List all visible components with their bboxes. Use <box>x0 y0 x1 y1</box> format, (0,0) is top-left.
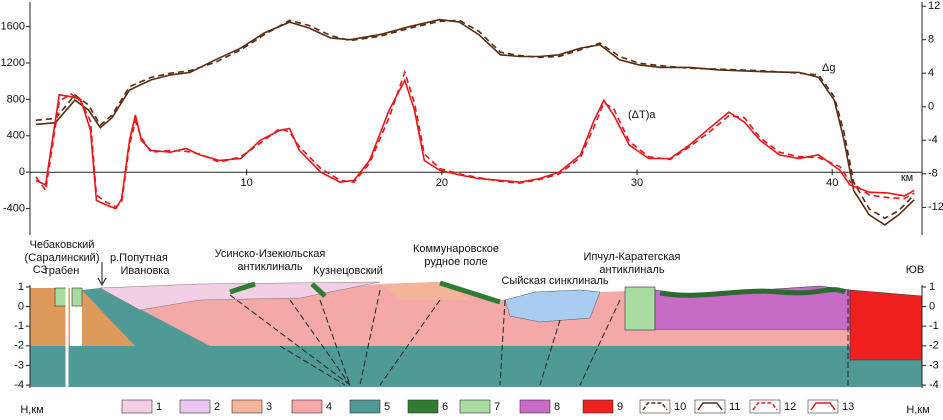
legend-label: 1 <box>156 401 162 413</box>
depth-label: Н,км <box>20 404 43 416</box>
legend-swatch <box>807 399 839 414</box>
structure-label: антиклиналь <box>599 264 664 276</box>
legend-swatch <box>694 399 726 414</box>
legend-label: 4 <box>326 401 332 413</box>
legend-label: 10 <box>674 401 686 413</box>
y2-tick-label: -4 <box>928 134 938 146</box>
layer-7b <box>54 287 68 307</box>
structure-label: Сыйская синклиналь <box>501 275 609 287</box>
legend-label: 5 <box>384 401 390 413</box>
layer-7a <box>624 286 656 331</box>
legend-swatch <box>407 399 439 414</box>
depth-tick-label: -1 <box>14 320 24 332</box>
layer-1 <box>99 281 381 311</box>
depth-tick-label: 1 <box>18 281 24 293</box>
legend-swatch <box>519 399 551 414</box>
curve-label: Δg <box>822 62 835 74</box>
x-tick-label: 40 <box>826 177 838 189</box>
layer-6a <box>659 287 847 298</box>
depth-tick-label: -3 <box>929 359 939 371</box>
legend-swatch <box>179 399 211 414</box>
legend-symbol <box>642 402 668 411</box>
legend-swatch <box>291 399 323 414</box>
fault-zone <box>82 288 210 346</box>
depth-label: Н,км <box>906 404 929 416</box>
y-tick-label: 1200 <box>1 57 25 69</box>
depth-tick-label: -2 <box>14 340 24 352</box>
legend-swatch <box>231 399 263 414</box>
legend-label: 12 <box>784 401 796 413</box>
structure-label: р.Попутная <box>110 252 168 264</box>
depth-tick-label: 1 <box>929 281 935 293</box>
section-body <box>29 262 923 388</box>
legend-label: 8 <box>554 401 560 413</box>
y-tick-label: 800 <box>7 93 25 105</box>
y-tick-label: 1600 <box>1 20 25 32</box>
depth-tick-label: 0 <box>18 300 24 312</box>
x-tick-label: 20 <box>436 177 448 189</box>
legend-label: 6 <box>442 401 448 413</box>
y2-tick-label: -12 <box>928 201 943 213</box>
depth-tick-label: 0 <box>929 300 935 312</box>
depth-tick-label: -1 <box>929 320 939 332</box>
legend-swatch <box>749 399 781 414</box>
y-tick-label: -400 <box>3 203 25 215</box>
compass-left: СЗ <box>33 264 48 276</box>
legend-label: 3 <box>266 401 272 413</box>
legend-swatch <box>582 399 614 414</box>
y-tick-label: 400 <box>7 130 25 142</box>
x-tick-label: 30 <box>631 177 643 189</box>
faults <box>229 289 849 386</box>
layer-5 <box>30 346 922 387</box>
legend-label: 13 <box>842 401 854 413</box>
structure-label: рудное поле <box>424 256 487 268</box>
structure-label: Усинско-Изекюльская <box>215 248 326 260</box>
y-tick-label: 0 <box>19 166 25 178</box>
curve-label: (ΔT)a <box>628 109 656 121</box>
structure-label: (Саралинский) <box>25 252 100 264</box>
legend-label: 2 <box>214 401 220 413</box>
y2-tick-label: 8 <box>928 34 934 46</box>
layer-9 <box>849 289 923 361</box>
legend-label: 7 <box>494 401 500 413</box>
x-axis-label: км <box>901 172 913 184</box>
data-line <box>35 19 915 220</box>
depth-tick-label: -4 <box>929 379 939 391</box>
river-arrow <box>97 262 107 287</box>
legend-symbol <box>697 402 723 411</box>
structure-label: Кузнецовский <box>313 265 383 277</box>
depth-tick-label: -4 <box>14 379 24 391</box>
legend-label: 9 <box>617 401 623 413</box>
layer-6b <box>229 280 501 305</box>
data-line <box>35 18 915 226</box>
x-tick-label: 10 <box>241 177 253 189</box>
data-line <box>35 69 915 208</box>
y2-tick-label: -8 <box>928 168 938 180</box>
layer-4b <box>655 330 850 346</box>
legend-swatch <box>459 399 491 414</box>
legend-swatch <box>349 399 381 414</box>
depth-tick-label: -2 <box>929 340 939 352</box>
structure-label: Чебаковский <box>30 239 95 251</box>
compass-right: ЮВ <box>906 264 924 276</box>
legend-swatch <box>121 399 153 414</box>
syncline <box>504 289 601 323</box>
structure-label: грабен <box>45 265 80 277</box>
legend-label: 11 <box>729 401 740 413</box>
data-line <box>35 78 915 210</box>
structure-label: Ипчул-Каратегская <box>584 251 681 263</box>
y2-tick-label: 12 <box>928 0 940 12</box>
legend-symbol <box>752 402 778 411</box>
layer-7c <box>71 287 83 307</box>
legend-swatch <box>639 399 671 414</box>
legend-symbol <box>810 402 836 411</box>
structure-label: Ивановка <box>121 265 171 277</box>
y2-tick-label: 4 <box>928 67 934 79</box>
depth-tick-label: -3 <box>14 359 24 371</box>
structure-label: антиклиналь <box>237 261 302 273</box>
y2-tick-label: 0 <box>928 101 934 113</box>
structure-label: Коммунаровское <box>413 243 499 255</box>
